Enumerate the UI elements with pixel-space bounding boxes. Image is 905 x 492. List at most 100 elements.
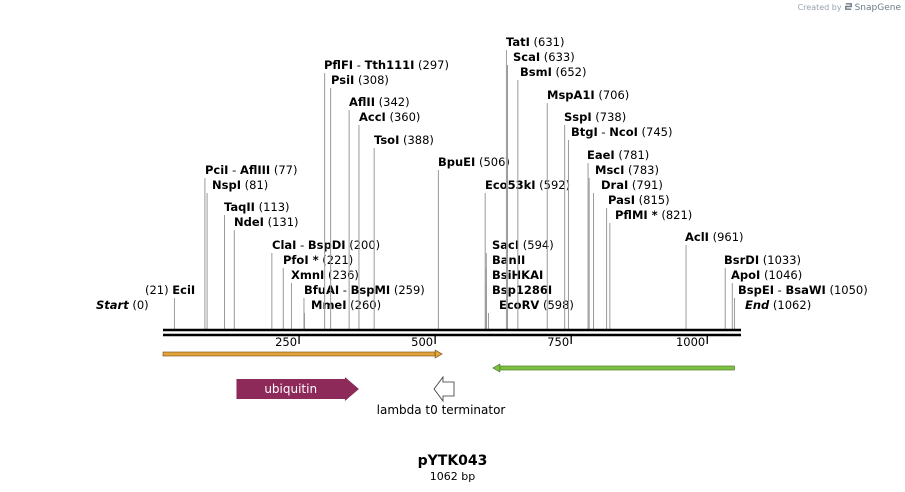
- site-label: XmnI (236): [291, 268, 359, 282]
- site-drai: DraI (791): [593, 178, 663, 329]
- site-number: (81): [241, 178, 268, 192]
- site-tati: TatI (631): [505, 35, 565, 329]
- site-number: (506): [475, 155, 510, 169]
- site-eco53ki: Eco53kI (592): [484, 178, 571, 329]
- site-number: (631): [530, 35, 565, 49]
- enzyme-name: BspDI: [308, 238, 346, 252]
- site-label: PasI (815): [608, 193, 670, 207]
- site-aflii: AflII (342): [348, 95, 410, 329]
- site-pcii: PciI - AflIII (77): [204, 163, 297, 329]
- site-number: (221): [319, 253, 354, 267]
- site-label: EcoRV (598): [499, 298, 574, 312]
- site-pflmi: PflMI * (821): [609, 208, 692, 329]
- terminator-feature: lambda t0 terminator: [377, 375, 506, 417]
- enzyme-name: EaeI: [587, 148, 615, 162]
- enzyme-name: TatI: [506, 35, 530, 49]
- site-bpuei: BpuEI (506): [437, 155, 510, 329]
- arrowhead-right-icon: [434, 349, 443, 359]
- tick-label: 250: [275, 335, 297, 349]
- site-end: End (1062): [745, 298, 811, 312]
- site-dash: -: [353, 58, 364, 72]
- site-pasi: PasI (815): [606, 193, 670, 329]
- site-mspa1i: MspA1I (706): [546, 88, 629, 329]
- enzyme-name: AclI: [685, 230, 709, 244]
- site-number: (77): [270, 163, 297, 177]
- tick-250: 250: [275, 335, 300, 349]
- site-label: Start (0): [96, 298, 149, 312]
- ubiquitin-label: ubiquitin: [264, 382, 317, 396]
- site-dash: -: [339, 283, 350, 297]
- features: ubiquitin lambda t0 terminator: [162, 349, 735, 417]
- site-label: BfuAI - BspMI (259): [304, 283, 425, 297]
- enzyme-name: SspI: [564, 110, 592, 124]
- site-sspi: SspI (738): [564, 110, 626, 329]
- site-clai: ClaI - BspDI (200): [271, 238, 380, 329]
- site-label: PflFI - Tth111I (297): [324, 58, 449, 72]
- green-bar: [498, 365, 735, 371]
- enzyme-name: ApoI: [731, 268, 760, 282]
- site-label: Bsp1286I: [492, 283, 552, 297]
- site-dash: -: [774, 283, 785, 297]
- site-number: (592): [536, 178, 571, 192]
- site-label: PflMI * (821): [615, 208, 692, 222]
- enzyme-name: ClaI: [272, 238, 296, 252]
- site-psii: PsiI (308): [330, 73, 389, 329]
- site-bfuai: BfuAI - BspMI (259): [303, 283, 425, 329]
- orange-bar: [162, 351, 436, 357]
- enzyme-name: Tth111I: [365, 58, 415, 72]
- enzyme-name: DraI: [601, 178, 628, 192]
- enzyme-name: XmnI: [291, 268, 324, 282]
- site-label: EaeI (781): [587, 148, 649, 162]
- enzyme-name: BtgI: [571, 125, 598, 139]
- enzyme-name: PflMI *: [615, 208, 658, 222]
- site-dash: -: [598, 125, 609, 139]
- site-xmni: XmnI (236): [290, 268, 359, 329]
- snapgene-credit: Created by SnapGene: [798, 2, 901, 13]
- site-number: (131): [264, 215, 299, 229]
- enzyme-name: BanII: [492, 253, 525, 267]
- enzyme-name: NcoI: [609, 125, 638, 139]
- site-number: (236): [324, 268, 359, 282]
- site-number: (783): [624, 163, 659, 177]
- site-label: AclI (961): [685, 230, 744, 244]
- site-label: NspI (81): [212, 178, 268, 192]
- site-label: MscI (783): [595, 163, 659, 177]
- site-start: Start (0): [96, 298, 149, 312]
- site-label: BsrDI (1033): [724, 253, 801, 267]
- site-label: NdeI (131): [234, 215, 299, 229]
- enzyme-name: EciI: [172, 283, 195, 297]
- enzyme-name: PciI: [205, 163, 228, 177]
- site-number: (815): [635, 193, 670, 207]
- enzyme-name: PfoI *: [283, 253, 319, 267]
- site-number: (961): [709, 230, 744, 244]
- site-label: ScaI (633): [513, 50, 575, 64]
- site-label: ClaI - BspDI (200): [272, 238, 380, 252]
- site-acli: AclI (961): [685, 230, 744, 329]
- map-length: 1062 bp: [429, 470, 476, 483]
- tick-750: 750: [547, 335, 572, 349]
- enzyme-name: PflFI: [324, 58, 353, 72]
- tick-label: 500: [411, 335, 433, 349]
- site-tsoi: TsoI (388): [373, 133, 434, 329]
- terminator-label: lambda t0 terminator: [377, 403, 506, 417]
- site-label: TaqII (113): [224, 200, 290, 214]
- ubiquitin-arrow: [236, 377, 359, 401]
- enzyme-name: NspI: [212, 178, 241, 192]
- site-number: (594): [519, 238, 554, 252]
- site-number: (21): [145, 283, 172, 297]
- credit-prefix: Created by: [797, 3, 842, 12]
- site-label: BtgI - NcoI (745): [571, 125, 672, 139]
- site-label: AccI (360): [359, 110, 420, 124]
- enzyme-name: TaqII: [224, 200, 255, 214]
- enzyme-name: AflII: [349, 95, 375, 109]
- site-label: TatI (631): [506, 35, 565, 49]
- site-number: (342): [375, 95, 410, 109]
- site-label: DraI (791): [601, 178, 663, 192]
- orange-feature-bar: [162, 349, 443, 359]
- enzyme-name: AflIII: [240, 163, 270, 177]
- enzyme-name: AccI: [359, 110, 386, 124]
- site-number: (1033): [759, 253, 801, 267]
- arrowhead-left-icon: [492, 363, 501, 373]
